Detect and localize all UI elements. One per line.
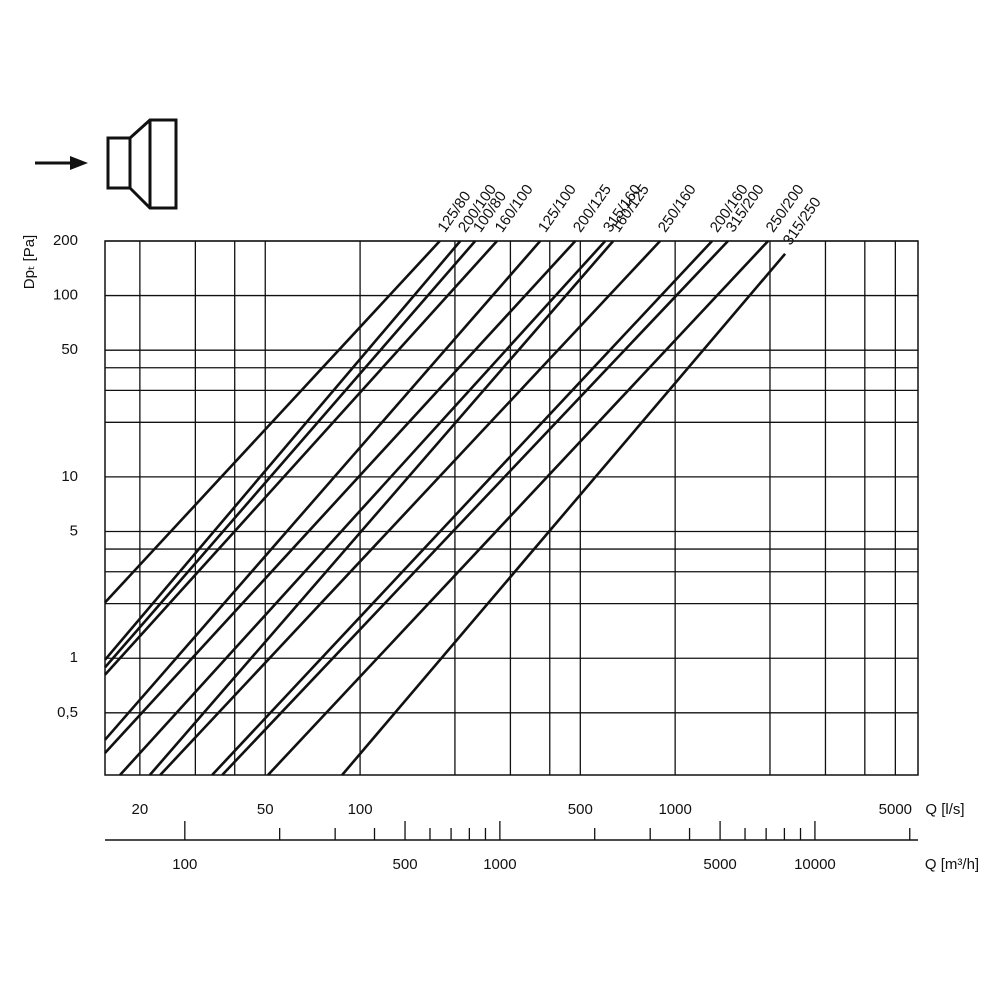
y-tick-label: 50	[61, 341, 78, 358]
series-line	[119, 240, 607, 776]
series-line	[104, 240, 441, 604]
x-tick-label: 100	[348, 801, 373, 818]
x2-tick-label: 500	[393, 856, 418, 873]
series-line	[104, 240, 577, 754]
y-tick-label: 5	[70, 522, 78, 539]
x-tick-label: 20	[132, 801, 149, 818]
y-tick-label: 200	[53, 232, 78, 249]
x2-tick-label: 100	[172, 856, 197, 873]
y-axis-label: Dpₜ [Pa]	[21, 235, 38, 289]
series-line	[104, 240, 498, 676]
series-line	[104, 240, 462, 661]
x2-tick-label: 1000	[483, 856, 516, 873]
series-line	[104, 240, 542, 741]
x-tick-label: 50	[257, 801, 274, 818]
series-line	[211, 240, 714, 776]
x2-tick-label: 5000	[703, 856, 736, 873]
series-line	[221, 240, 729, 776]
x2-axis-label: Q [m³/h]	[925, 856, 979, 873]
x2-tick-label: 10000	[794, 856, 836, 873]
x-tick-label: 500	[568, 801, 593, 818]
plot-frame	[104, 240, 919, 776]
series-line	[267, 240, 770, 776]
reducer-icon	[35, 118, 178, 210]
x-tick-label: 1000	[658, 801, 691, 818]
series-line	[159, 240, 662, 776]
series-line	[104, 240, 477, 669]
x-tick-label: 5000	[879, 801, 912, 818]
series-line	[148, 240, 615, 776]
y-tick-label: 1	[70, 649, 78, 666]
x-axis-label: Q [l/s]	[925, 801, 964, 818]
y-tick-label: 100	[53, 287, 78, 304]
series-line	[341, 252, 787, 776]
series-label: 250/160	[655, 181, 700, 235]
y-tick-label: 10	[61, 468, 78, 485]
y-tick-label: 0,5	[57, 704, 78, 721]
